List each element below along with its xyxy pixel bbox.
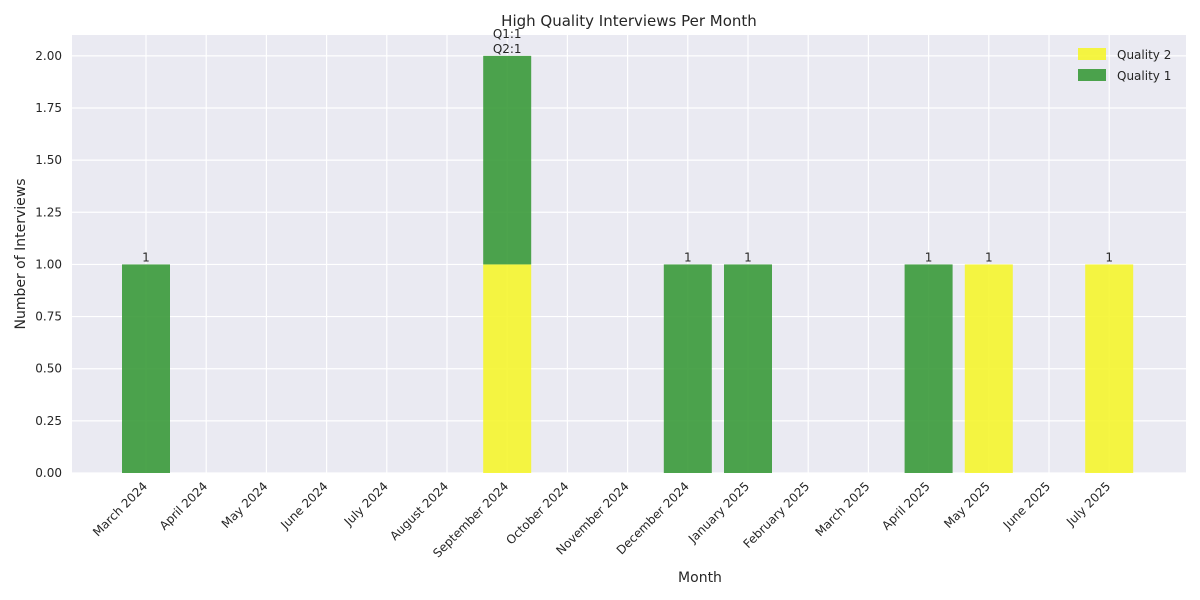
plot-area [72,35,1186,473]
y-tick-label: 2.00 [35,49,62,63]
legend-label: Quality 1 [1117,69,1171,83]
bar-value-label: Q2:1 [493,42,522,56]
legend-swatch [1078,48,1106,60]
y-tick-label: 1.25 [35,205,62,219]
bar-quality-1 [904,264,953,473]
x-tick-label: May 2025 [941,479,993,531]
y-tick-label: 1.50 [35,153,62,167]
x-tick-label: April 2024 [157,479,211,533]
x-axis-title: Month [678,570,722,586]
bar-quality-1 [724,264,772,473]
legend-label: Quality 2 [1117,48,1171,62]
x-tick-label: July 2025 [1063,479,1113,529]
bar-value-label: 1 [985,250,993,264]
bar-annotations: 1 Q1:1Q2:1 1 1 1 1 1 [142,27,1113,265]
bars [122,55,1134,473]
y-tick-label: 0.75 [35,310,62,324]
x-tick-label: March 2025 [812,479,872,539]
bar-value-label: 1 [744,250,752,264]
x-tick-label: June 2024 [277,479,330,532]
bar-quality-2 [1085,264,1134,473]
bar-value-label: 1 [925,250,933,264]
x-tick-labels: March 2024 April 2024 May 2024 June 2024 Jul… [90,479,1113,560]
bar-quality-2 [483,264,532,473]
x-tick-label: March 2024 [90,479,150,539]
x-tick-label: July 2024 [341,479,391,529]
x-tick-label: January 2025 [685,479,752,546]
x-tick-label: August 2024 [387,479,451,543]
y-tick-label: 1.75 [35,101,62,115]
bar-value-label: 1 [684,250,692,264]
bar-value-label: Q1:1 [493,27,522,41]
bar-quality-1 [663,264,712,473]
x-tick-label: April 2025 [879,479,933,533]
y-axis-title: Number of Interviews [13,178,29,329]
bar-value-label: 1 [1105,250,1113,264]
bar-quality-1 [483,55,532,265]
y-tick-labels: 0.00 0.25 0.50 0.75 1.00 1.25 1.50 1.75 2.00 [35,49,62,480]
y-tick-label: 0.25 [35,414,62,428]
y-tick-label: 1.00 [35,257,62,271]
y-tick-label: 0.50 [35,362,62,376]
x-tick-label: June 2025 [1000,479,1053,532]
legend: Quality 2 Quality 1 [1078,48,1171,83]
bar-value-label: 1 [142,250,150,264]
x-tick-label: February 2025 [741,479,813,551]
legend-swatch [1078,69,1106,81]
chart-title: High Quality Interviews Per Month [501,12,757,30]
x-tick-label: October 2024 [503,479,571,547]
bar-quality-2 [964,264,1013,473]
bar-quality-1 [122,264,170,473]
x-tick-label: May 2024 [219,479,271,531]
y-tick-label: 0.00 [35,466,62,480]
